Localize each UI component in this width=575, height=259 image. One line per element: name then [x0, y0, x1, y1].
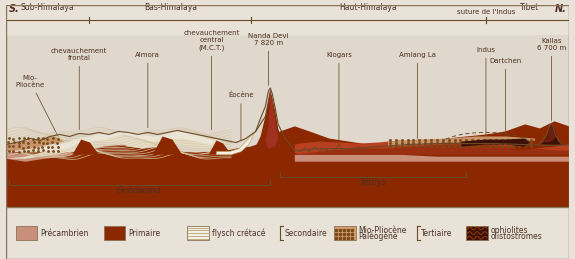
- Text: Haut-Himalaya: Haut-Himalaya: [339, 3, 397, 12]
- Text: Téthys: Téthys: [360, 177, 387, 187]
- Polygon shape: [216, 131, 256, 155]
- Polygon shape: [266, 91, 278, 149]
- Polygon shape: [540, 124, 562, 145]
- Polygon shape: [6, 152, 231, 207]
- Polygon shape: [202, 141, 231, 155]
- Text: olistostromes: olistostromes: [491, 232, 543, 241]
- Bar: [187, 226, 209, 240]
- Text: chevauchement
central
(M.C.T.): chevauchement central (M.C.T.): [183, 30, 240, 130]
- Bar: [104, 226, 125, 240]
- Polygon shape: [6, 121, 569, 207]
- Polygon shape: [143, 136, 182, 155]
- Text: flysch crétacé: flysch crétacé: [212, 228, 265, 238]
- Polygon shape: [6, 152, 569, 207]
- Text: Amlang La: Amlang La: [399, 52, 436, 139]
- Text: Indus: Indus: [477, 47, 496, 139]
- Text: Mio-Pliocène: Mio-Pliocène: [359, 226, 407, 235]
- Polygon shape: [6, 136, 64, 152]
- Bar: [334, 226, 355, 240]
- Polygon shape: [246, 91, 300, 155]
- Text: Éocène: Éocène: [228, 92, 254, 140]
- Text: Dartchen: Dartchen: [489, 58, 522, 140]
- Bar: [16, 226, 37, 240]
- Polygon shape: [6, 35, 569, 207]
- Text: Kiogars: Kiogars: [326, 52, 352, 141]
- Text: Paléogène: Paléogène: [359, 232, 398, 241]
- Text: Sub-Himalaya: Sub-Himalaya: [20, 3, 74, 12]
- Polygon shape: [295, 139, 569, 155]
- Polygon shape: [35, 131, 216, 152]
- Polygon shape: [6, 131, 226, 159]
- Text: ophiolites: ophiolites: [491, 226, 528, 235]
- Polygon shape: [64, 140, 99, 155]
- Text: suture de l'Indus: suture de l'Indus: [457, 9, 515, 15]
- Polygon shape: [295, 155, 569, 162]
- Polygon shape: [543, 124, 557, 142]
- Text: Secondaire: Secondaire: [284, 229, 327, 238]
- Polygon shape: [515, 131, 569, 151]
- Text: Tibet: Tibet: [520, 3, 540, 12]
- Text: S.: S.: [9, 4, 20, 14]
- Text: Mio-
Pliocène: Mio- Pliocène: [16, 75, 59, 137]
- Polygon shape: [388, 136, 535, 147]
- Polygon shape: [295, 145, 569, 155]
- Text: Bas-Himalaya: Bas-Himalaya: [144, 3, 197, 12]
- Text: Tertiaire: Tertiaire: [421, 229, 453, 238]
- Text: Kailas
6 700 m: Kailas 6 700 m: [537, 38, 566, 121]
- Text: Almora: Almora: [136, 52, 160, 128]
- Polygon shape: [462, 139, 530, 147]
- Text: Précambrien: Précambrien: [40, 229, 89, 238]
- Text: Nanda Devi
7 820 m: Nanda Devi 7 820 m: [248, 33, 289, 85]
- Text: Gondwana: Gondwana: [117, 186, 162, 195]
- Bar: [466, 226, 488, 240]
- Text: chevauchement
frontal: chevauchement frontal: [51, 48, 108, 130]
- Text: Primaire: Primaire: [128, 229, 160, 238]
- Text: N.: N.: [554, 4, 566, 14]
